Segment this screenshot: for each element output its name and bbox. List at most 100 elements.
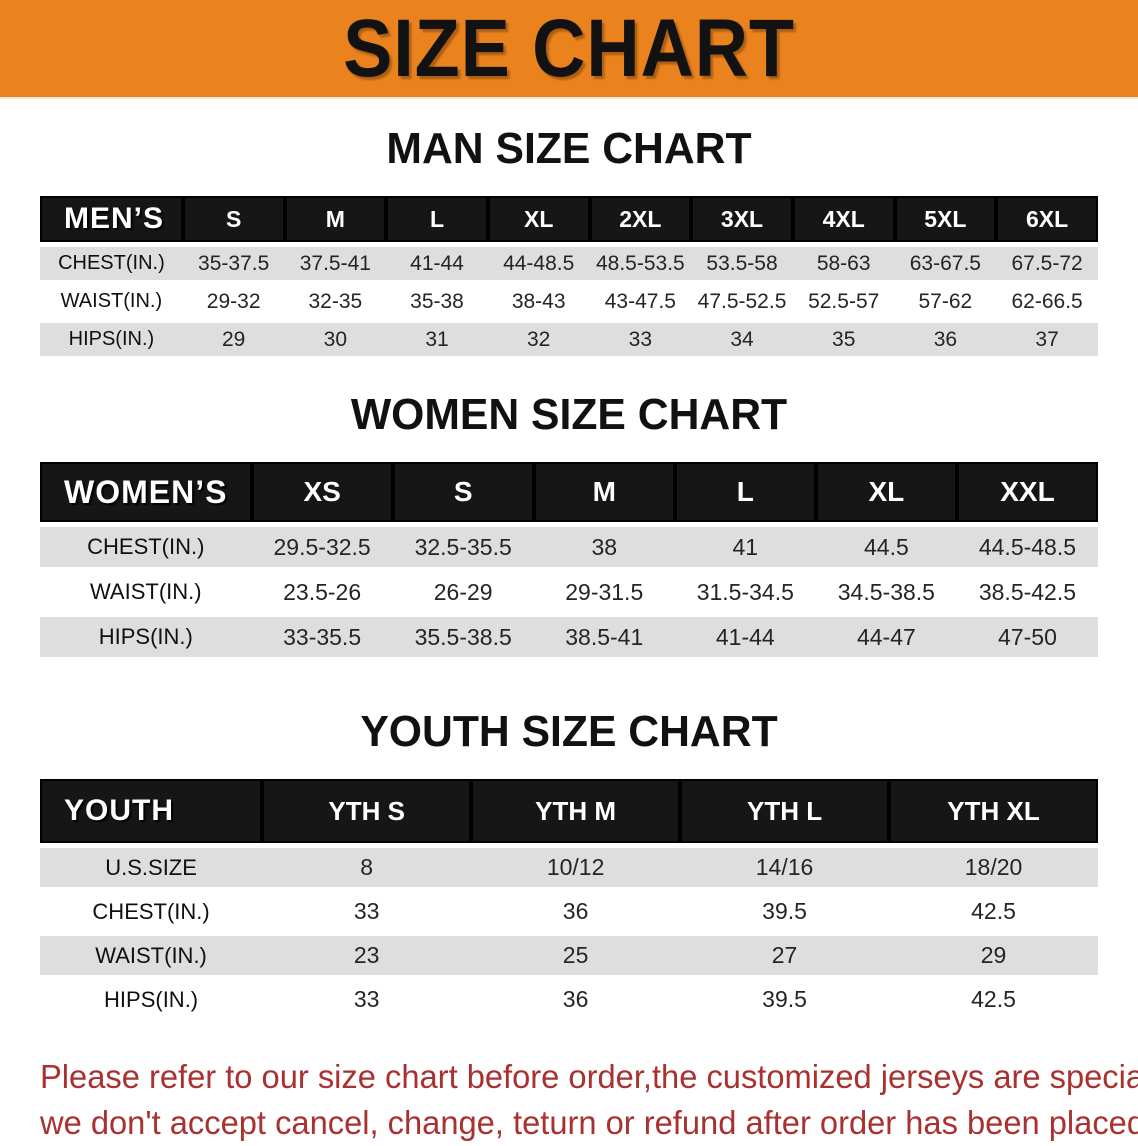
size-value-cell: 41-44 bbox=[386, 247, 488, 280]
table-title-cell: MEN’S bbox=[40, 196, 183, 242]
size-value-cell: 39.5 bbox=[680, 980, 890, 1019]
size-value-cell: 33 bbox=[262, 892, 472, 931]
size-value-cell: 44-48.5 bbox=[487, 247, 590, 280]
size-value-cell: 47-50 bbox=[956, 617, 1098, 657]
size-value-cell: 29 bbox=[889, 936, 1098, 975]
size-column-header: 4XL bbox=[792, 196, 895, 242]
row-label-cell: HIPS(IN.) bbox=[40, 323, 183, 356]
size-value-cell: 52.5-57 bbox=[792, 285, 895, 318]
table-row: CHEST(IN.) 33 36 39.5 42.5 bbox=[40, 892, 1098, 931]
youth-section-heading: YOUTH SIZE CHART bbox=[360, 707, 778, 756]
size-column-header: M bbox=[533, 462, 675, 522]
size-value-cell: 33 bbox=[589, 323, 692, 356]
men-section-heading: MAN SIZE CHART bbox=[386, 124, 752, 173]
table-row: U.S.SIZE 8 10/12 14/16 18/20 bbox=[40, 848, 1098, 887]
size-value-cell: 44.5-48.5 bbox=[956, 527, 1098, 567]
size-value-cell: 62-66.5 bbox=[996, 285, 1098, 318]
table-header-row: YOUTH YTH S YTH M YTH L YTH XL bbox=[40, 779, 1098, 843]
size-value-cell: 42.5 bbox=[889, 980, 1098, 1019]
row-label-cell: CHEST(IN.) bbox=[40, 892, 263, 931]
youth-size-table: YOUTH YTH S YTH M YTH L YTH XL U.S.SIZE 8 10/12… bbox=[40, 774, 1098, 1024]
women-size-table: WOMEN’S XS S M L XL XXL CHEST(IN.) 29.5-32.5 32.5… bbox=[40, 457, 1098, 662]
size-value-cell: 18/20 bbox=[889, 848, 1098, 887]
size-column-header: L bbox=[386, 196, 488, 242]
table-header-row: MEN’S S M L XL 2XL 3XL 4XL 5XL 6XL bbox=[40, 196, 1098, 242]
table-title-cell: YOUTH bbox=[40, 779, 263, 843]
table-row: WAIST(IN.) 23.5-26 26-29 29-31.5 31.5-34.5 34… bbox=[40, 572, 1098, 612]
size-column-header: L bbox=[674, 462, 816, 522]
size-column-header: XL bbox=[815, 462, 957, 522]
size-value-cell: 36 bbox=[894, 323, 997, 356]
size-value-cell: 53.5-58 bbox=[691, 247, 793, 280]
men-size-section: MAN SIZE CHART MEN’S S M L XL 2XL 3XL 4XL 5XL 6XL… bbox=[0, 125, 1138, 361]
size-value-cell: 37.5-41 bbox=[284, 247, 387, 280]
size-value-cell: 38.5-42.5 bbox=[956, 572, 1098, 612]
size-value-cell: 37 bbox=[996, 323, 1098, 356]
size-value-cell: 10/12 bbox=[471, 848, 681, 887]
youth-size-section: YOUTH SIZE CHART YOUTH YTH S YTH M YTH L YTH… bbox=[0, 708, 1138, 1024]
size-column-header: XXL bbox=[956, 462, 1098, 522]
size-value-cell: 33-35.5 bbox=[251, 617, 393, 657]
size-value-cell: 32.5-35.5 bbox=[392, 527, 534, 567]
size-column-header: YTH L bbox=[680, 779, 890, 843]
size-value-cell: 27 bbox=[680, 936, 890, 975]
size-value-cell: 34.5-38.5 bbox=[815, 572, 957, 612]
size-column-header: YTH S bbox=[262, 779, 472, 843]
size-value-cell: 47.5-52.5 bbox=[691, 285, 793, 318]
row-label-cell: CHEST(IN.) bbox=[40, 527, 252, 567]
row-label-cell: CHEST(IN.) bbox=[40, 247, 183, 280]
size-column-header: M bbox=[284, 196, 387, 242]
size-value-cell: 38-43 bbox=[487, 285, 590, 318]
size-value-cell: 34 bbox=[691, 323, 793, 356]
women-size-section: WOMEN SIZE CHART WOMEN’S XS S M L XL XXL CHEST(… bbox=[0, 391, 1138, 662]
size-value-cell: 29 bbox=[182, 323, 285, 356]
page-title: SIZE CHART bbox=[343, 2, 795, 94]
size-value-cell: 44-47 bbox=[815, 617, 957, 657]
row-label-cell: HIPS(IN.) bbox=[40, 980, 263, 1019]
size-value-cell: 32 bbox=[487, 323, 590, 356]
table-row: HIPS(IN.) 33-35.5 35.5-38.5 38.5-41 41-44 44-… bbox=[40, 617, 1098, 657]
size-value-cell: 23.5-26 bbox=[251, 572, 393, 612]
size-value-cell: 29.5-32.5 bbox=[251, 527, 393, 567]
table-row: CHEST(IN.) 29.5-32.5 32.5-35.5 38 41 44.5 44.5… bbox=[40, 527, 1098, 567]
size-value-cell: 31.5-34.5 bbox=[674, 572, 816, 612]
table-row: WAIST(IN.) 29-32 32-35 35-38 38-43 43-47.5 47.… bbox=[40, 285, 1098, 318]
row-label-cell: U.S.SIZE bbox=[40, 848, 263, 887]
disclaimer-line-2: we don't accept cancel, change, teturn o… bbox=[40, 1104, 1138, 1141]
size-value-cell: 8 bbox=[262, 848, 472, 887]
size-value-cell: 26-29 bbox=[392, 572, 534, 612]
size-value-cell: 36 bbox=[471, 980, 681, 1019]
table-title-cell: WOMEN’S bbox=[40, 462, 252, 522]
size-value-cell: 29-32 bbox=[182, 285, 285, 318]
order-disclaimer: Please refer to our size chart before or… bbox=[40, 1054, 1138, 1146]
size-column-header: 2XL bbox=[589, 196, 692, 242]
table-row: CHEST(IN.) 35-37.5 37.5-41 41-44 44-48.5 48.5… bbox=[40, 247, 1098, 280]
size-value-cell: 58-63 bbox=[792, 247, 895, 280]
size-value-cell: 35-37.5 bbox=[182, 247, 285, 280]
size-value-cell: 38.5-41 bbox=[533, 617, 675, 657]
men-size-table: MEN’S S M L XL 2XL 3XL 4XL 5XL 6XL CHEST(IN.) 35-37… bbox=[40, 191, 1098, 361]
size-value-cell: 44.5 bbox=[815, 527, 957, 567]
size-column-header: XS bbox=[251, 462, 393, 522]
size-column-header: 5XL bbox=[894, 196, 997, 242]
size-column-header: XL bbox=[487, 196, 590, 242]
row-label-cell: WAIST(IN.) bbox=[40, 572, 252, 612]
size-value-cell: 67.5-72 bbox=[996, 247, 1098, 280]
size-value-cell: 23 bbox=[262, 936, 472, 975]
size-value-cell: 36 bbox=[471, 892, 681, 931]
row-label-cell: HIPS(IN.) bbox=[40, 617, 252, 657]
size-value-cell: 42.5 bbox=[889, 892, 1098, 931]
table-row: HIPS(IN.) 33 36 39.5 42.5 bbox=[40, 980, 1098, 1019]
row-label-cell: WAIST(IN.) bbox=[40, 285, 183, 318]
size-value-cell: 14/16 bbox=[680, 848, 890, 887]
size-value-cell: 41 bbox=[674, 527, 816, 567]
size-value-cell: 63-67.5 bbox=[894, 247, 997, 280]
disclaimer-line-1: Please refer to our size chart before or… bbox=[40, 1058, 1138, 1095]
size-value-cell: 32-35 bbox=[284, 285, 387, 318]
table-row: HIPS(IN.) 29 30 31 32 33 34 35 36 37 bbox=[40, 323, 1098, 356]
size-column-header: YTH XL bbox=[889, 779, 1098, 843]
size-value-cell: 31 bbox=[386, 323, 488, 356]
size-value-cell: 39.5 bbox=[680, 892, 890, 931]
size-value-cell: 30 bbox=[284, 323, 387, 356]
table-row: WAIST(IN.) 23 25 27 29 bbox=[40, 936, 1098, 975]
